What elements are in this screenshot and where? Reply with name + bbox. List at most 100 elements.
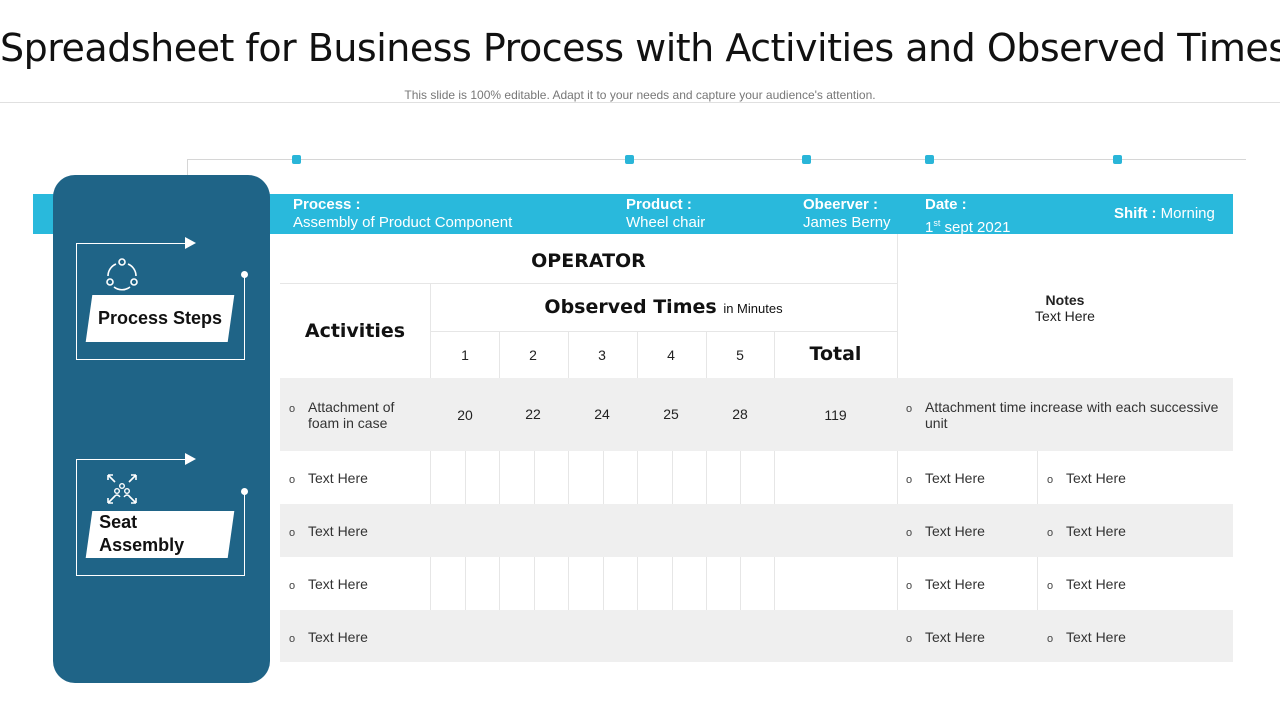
timeline-marker — [925, 155, 934, 164]
grid-line — [740, 557, 741, 610]
grid-line — [499, 451, 500, 504]
sidebar-panel — [53, 175, 270, 683]
grid-line — [430, 283, 431, 378]
time-value: 24 — [594, 406, 610, 422]
activity-cell: Text Here — [289, 523, 368, 541]
grid-line — [499, 557, 500, 610]
product-info: Product : Wheel chair — [626, 196, 705, 232]
grid-line — [897, 557, 898, 610]
grid-line — [603, 557, 604, 610]
notes-header: Notes Text Here — [1035, 292, 1095, 324]
note-cell: Text Here — [1047, 523, 1126, 541]
activity-cell: Attachment of foam in case — [289, 399, 428, 431]
grid-line — [897, 234, 898, 378]
grid-line — [774, 331, 775, 378]
grid-line — [603, 451, 604, 504]
observed-times-header: Observed Times in Minutes — [544, 296, 783, 318]
grid-line — [568, 331, 569, 378]
grid-line — [534, 451, 535, 504]
grid-line — [465, 451, 466, 504]
grid-line — [897, 451, 898, 504]
title-divider — [0, 102, 1280, 103]
timeline-marker — [802, 155, 811, 164]
grid-line — [499, 331, 500, 378]
activity-cell: Text Here — [289, 470, 368, 488]
step-arrow-line — [76, 459, 186, 460]
total-value: 119 — [824, 407, 847, 423]
activity-cell: Text Here — [289, 576, 368, 594]
observed-unit: in Minutes — [723, 301, 783, 316]
process-label: Process : — [293, 196, 361, 213]
timeline-tick — [187, 159, 188, 175]
step-frame-right — [244, 492, 245, 576]
grid-line — [740, 451, 741, 504]
total-header: Total — [809, 343, 862, 365]
grid-line — [774, 557, 775, 610]
activities-header: Activities — [304, 320, 406, 342]
grid-line — [637, 451, 638, 504]
step-label: Process Steps — [85, 295, 235, 342]
step-frame-right — [244, 275, 245, 360]
grid-line — [774, 451, 775, 504]
shift-label: Shift : — [1114, 205, 1157, 222]
page-subtitle: This slide is 100% editable. Adapt it to… — [404, 88, 876, 102]
activity-cell: Text Here — [289, 629, 368, 647]
arrow-right-icon — [185, 453, 196, 465]
date-info: Date : 1st sept 2021 — [925, 196, 1010, 237]
time-value: 20 — [457, 407, 473, 423]
grid-line — [637, 557, 638, 610]
step-frame-bottom — [76, 575, 245, 576]
observer-info: Obeerver : James Berny — [803, 196, 891, 232]
timeline-line — [187, 159, 1246, 160]
grid-line — [568, 451, 569, 504]
arrow-right-icon — [185, 237, 196, 249]
column-number: 5 — [736, 347, 744, 363]
column-number: 2 — [529, 347, 537, 363]
grid-line — [430, 331, 897, 332]
timeline-marker — [625, 155, 634, 164]
column-number: 3 — [598, 347, 606, 363]
grid-line — [534, 557, 535, 610]
grid-line — [1037, 557, 1038, 610]
observer-value: James Berny — [803, 214, 891, 231]
process-value: Assembly of Product Component — [293, 214, 513, 231]
grid-line — [706, 451, 707, 504]
note-cell: Text Here — [1047, 629, 1126, 647]
note-cell: Text Here — [1047, 576, 1126, 594]
timeline-marker — [1113, 155, 1122, 164]
operator-header: OPERATOR — [531, 250, 646, 272]
shift-value: Morning — [1156, 205, 1215, 222]
step-label: Seat Assembly — [85, 511, 235, 558]
grid-line — [706, 331, 707, 378]
process-info: Process : Assembly of Product Component — [293, 196, 512, 232]
shift-info: Shift : Morning — [1114, 205, 1215, 223]
grid-line — [672, 451, 673, 504]
time-value: 25 — [663, 406, 679, 422]
grid-line — [430, 451, 431, 504]
group-arrows-icon — [107, 474, 137, 504]
step-arrow-line — [76, 243, 186, 244]
column-number: 4 — [667, 347, 675, 363]
product-value: Wheel chair — [626, 214, 706, 231]
grid-line — [568, 557, 569, 610]
step-frame-left — [76, 459, 77, 575]
timeline-marker — [292, 155, 301, 164]
grid-line — [430, 557, 431, 610]
step-dot — [241, 488, 248, 495]
note-cell: Text Here — [906, 470, 985, 488]
product-label: Product : — [626, 196, 692, 213]
note-cell: Text Here — [906, 523, 985, 541]
date-label: Date : — [925, 196, 967, 213]
step-frame-bottom — [76, 359, 245, 360]
date-value: 1st sept 2021 — [925, 218, 1011, 236]
step-dot — [241, 271, 248, 278]
observer-label: Obeerver : — [803, 196, 879, 213]
cycle-icon — [106, 258, 138, 291]
time-value: 22 — [525, 406, 541, 422]
grid-line — [280, 283, 897, 284]
note-cell: Text Here — [906, 576, 985, 594]
note-cell: Attachment time increase with each succe… — [906, 399, 1235, 431]
note-cell: Text Here — [1047, 470, 1126, 488]
grid-line — [465, 557, 466, 610]
time-value: 28 — [732, 406, 748, 422]
